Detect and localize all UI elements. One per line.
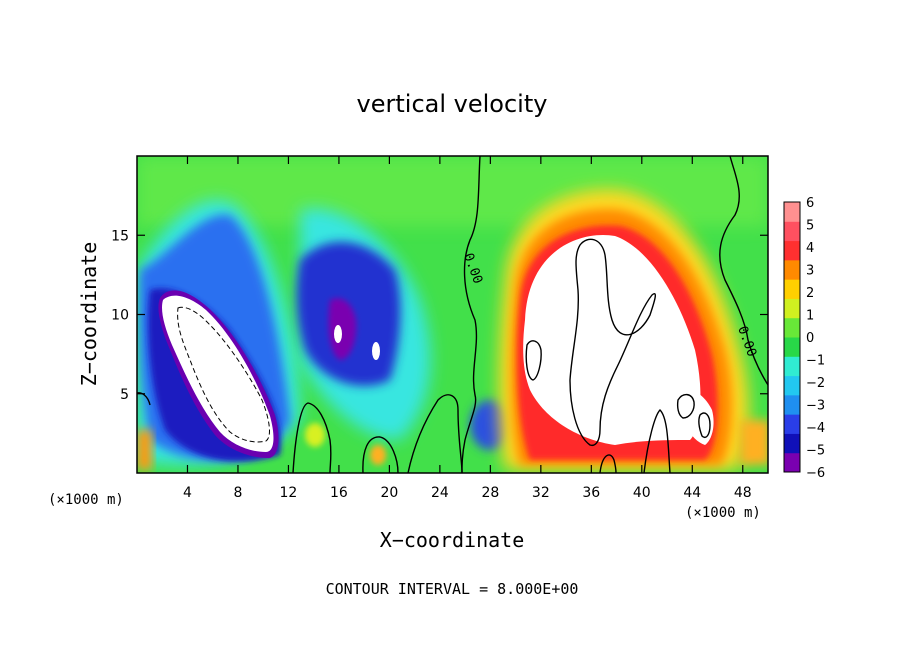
colorbar-tick-label: 0 xyxy=(806,331,814,346)
y-axis-label: Z−coordinate xyxy=(77,242,101,387)
y-tick-label: 5 xyxy=(120,387,129,403)
colorbar-swatch xyxy=(784,433,800,454)
chart-title: vertical velocity xyxy=(357,90,548,118)
colorbar-tick-label: 5 xyxy=(806,219,814,234)
y-axis: 5 10 15 xyxy=(111,228,768,403)
colorbar-tick-label: −5 xyxy=(806,444,825,459)
colorbar-tick-label: −4 xyxy=(806,421,825,436)
colorbar-swatch xyxy=(784,298,800,319)
x-tick-label: 48 xyxy=(734,485,752,501)
colorbar-swatch xyxy=(784,452,800,473)
x-tick-label: 24 xyxy=(431,485,449,501)
colorbar-swatch xyxy=(784,337,800,357)
colorbar-frame xyxy=(783,201,801,473)
colorbar-tick-label: −6 xyxy=(806,466,825,481)
colorbar-swatch xyxy=(784,317,800,338)
contour-interval-note: CONTOUR INTERVAL = 8.000E+00 xyxy=(326,580,579,598)
x-tick-label: 12 xyxy=(280,485,298,501)
y-tick-label: 15 xyxy=(111,228,129,244)
x-tick-label: 36 xyxy=(582,485,600,501)
colorbar-tick-label: 2 xyxy=(806,286,814,301)
colorbar-tick-label: −3 xyxy=(806,399,825,414)
colorbar-swatch xyxy=(784,240,800,261)
x-tick-label: 28 xyxy=(481,485,499,501)
colorbar-tick-label: −1 xyxy=(806,354,825,369)
x-axis-label: X−coordinate xyxy=(380,528,525,552)
x-tick-label: 40 xyxy=(633,485,651,501)
x-tick-label: 20 xyxy=(380,485,398,501)
colorbar: 6 5 4 3 2 1 0 −1 −2 −3 −4 −5 −6 xyxy=(783,196,825,481)
heatmap-field xyxy=(137,156,768,473)
colorbar-tick-label: 4 xyxy=(806,241,814,256)
colorbar-swatch xyxy=(784,356,800,377)
colorbar-swatch xyxy=(784,394,800,415)
x-unit-right: (×1000 m) xyxy=(685,505,761,521)
x-tick-label: 4 xyxy=(183,485,192,501)
colorbar-swatch xyxy=(784,279,800,299)
colorbar-swatch xyxy=(784,375,800,396)
colorbar-swatch xyxy=(784,414,800,434)
x-tick-label: 8 xyxy=(233,485,242,501)
colorbar-tick-label: 3 xyxy=(806,264,814,279)
x-axis: 4 8 12 16 20 24 28 32 36 40 44 48 xyxy=(183,156,752,501)
contour-lines xyxy=(137,156,768,473)
colorbar-tick-label: 6 xyxy=(806,196,814,211)
x-tick-label: 44 xyxy=(683,485,701,501)
x-unit-left: (×1000 m) xyxy=(48,492,124,508)
colorbar-tick-label: 1 xyxy=(806,309,814,324)
x-tick-label: 32 xyxy=(532,485,550,501)
colorbar-swatch xyxy=(784,202,800,222)
x-tick-label: 16 xyxy=(330,485,348,501)
colorbar-tick-label: −2 xyxy=(806,376,825,391)
colorbar-swatch xyxy=(784,221,800,242)
y-tick-label: 10 xyxy=(111,308,129,324)
colorbar-swatch xyxy=(784,259,800,280)
